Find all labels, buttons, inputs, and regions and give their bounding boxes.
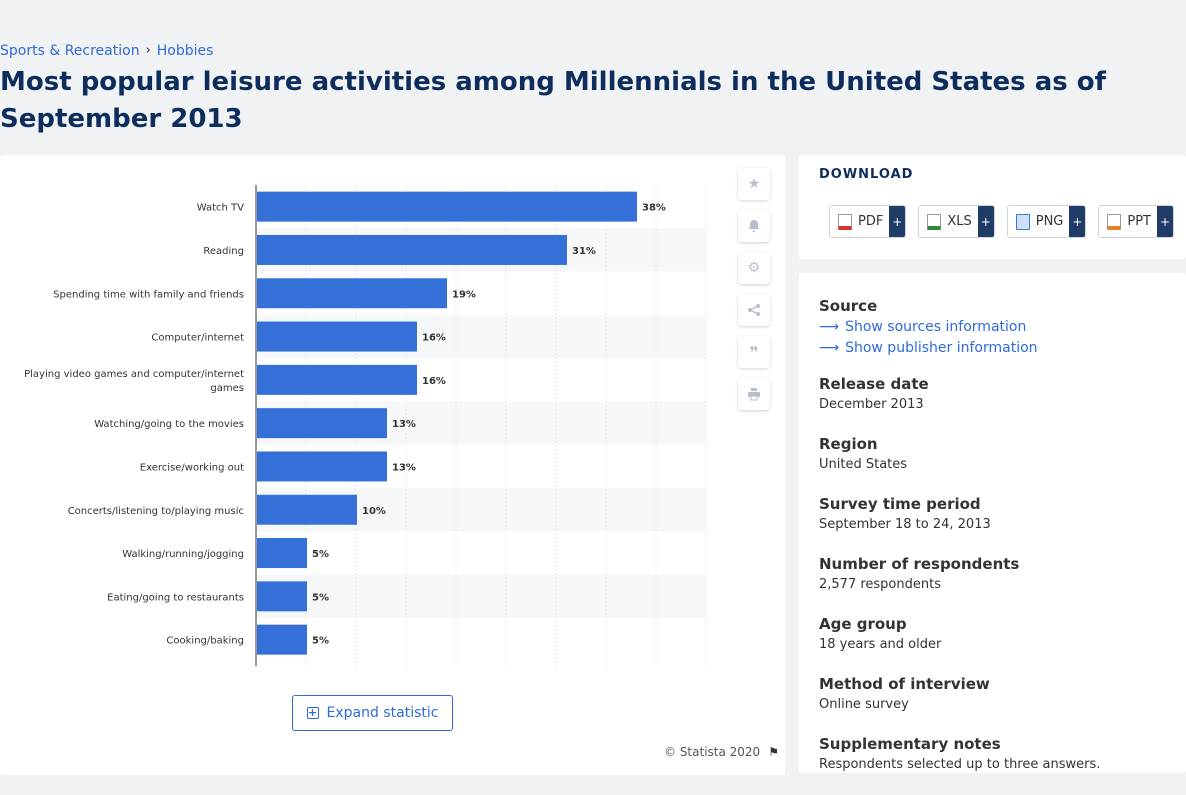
data-label: 38% — [642, 203, 666, 214]
data-label: 5% — [312, 549, 329, 560]
breadcrumb-link-hobbies[interactable]: Hobbies — [156, 43, 214, 59]
release-date-heading: Release date — [819, 375, 929, 393]
bar — [257, 364, 417, 395]
png-file-icon — [1015, 213, 1030, 230]
category-label: Watching/going to the movies — [94, 419, 244, 430]
category-label: Playing video games and computer/interne… — [24, 369, 244, 380]
download-pdf-plus[interactable]: + — [889, 206, 906, 237]
category-label: Exercise/working out — [140, 462, 244, 473]
category-label: Watch TV — [197, 203, 244, 214]
download-xls-label: XLS — [947, 214, 972, 229]
category-label: Concerts/listening to/playing music — [68, 506, 244, 517]
data-label: 19% — [452, 289, 476, 300]
notes-heading: Supplementary notes — [819, 735, 1001, 753]
gear-icon[interactable]: ⚙ — [738, 252, 770, 284]
region-value: United States — [819, 457, 908, 472]
breadcrumb-separator: › — [145, 43, 151, 58]
bar — [257, 624, 307, 655]
category-label: Reading — [203, 246, 244, 257]
survey-period-value: September 18 to 24, 2013 — [819, 517, 991, 532]
data-label: 13% — [392, 419, 416, 430]
copyright: © Statista 2020 ⚑ — [664, 745, 779, 759]
bar — [257, 191, 637, 222]
age-group-heading: Age group — [819, 615, 907, 633]
expand-label: Expand statistic — [326, 705, 439, 721]
region-heading: Region — [819, 435, 878, 453]
show-sources-label: Show sources information — [845, 319, 1027, 335]
show-sources-link[interactable]: ⟶ Show sources information — [819, 319, 1179, 335]
ppt-file-icon — [1107, 213, 1122, 230]
bar — [257, 278, 447, 309]
breadcrumb: Sports & Recreation › Hobbies — [0, 43, 213, 59]
expand-icon: + — [306, 706, 319, 719]
category-label: Computer/internet — [151, 333, 244, 344]
bar-chart: 38% Watch TV 31% Reading 19% Spending time wi… — [24, 185, 707, 667]
bar — [257, 581, 307, 612]
copyright-text: © Statista 2020 — [664, 745, 761, 759]
share-icon[interactable] — [738, 294, 770, 326]
notes-value: Respondents selected up to three answers… — [819, 757, 1101, 772]
page-title: Most popular leisure activities among Mi… — [0, 67, 1106, 134]
download-xls-plus[interactable]: + — [977, 206, 994, 237]
category-label: Walking/running/jogging — [122, 549, 244, 560]
breadcrumb-link-sports[interactable]: Sports & Recreation — [0, 43, 140, 59]
data-label: 31% — [572, 246, 596, 257]
method-heading: Method of interview — [819, 675, 990, 693]
statistic-info: Source ⟶ Show sources information ⟶ Show… — [819, 297, 1179, 795]
bar — [257, 408, 387, 439]
category-label: Cooking/baking — [166, 636, 244, 647]
statistic-info-card: Source ⟶ Show sources information ⟶ Show… — [799, 273, 1186, 773]
flag-icon[interactable]: ⚑ — [768, 745, 779, 759]
quote-icon[interactable]: ❞ — [738, 336, 770, 368]
data-label: 5% — [312, 592, 329, 603]
bar — [257, 451, 387, 482]
chart-card: 38% Watch TV 31% Reading 19% Spending time wi… — [0, 155, 785, 775]
download-title: DOWNLOAD — [819, 167, 914, 182]
category-label: games — [210, 383, 244, 394]
age-group-value: 18 years and older — [819, 637, 942, 652]
bar — [257, 321, 417, 352]
data-label: 13% — [392, 462, 416, 473]
download-xls-button[interactable]: XLS + — [918, 205, 995, 238]
xls-file-icon — [927, 213, 942, 230]
method-value: Online survey — [819, 697, 909, 712]
arrow-right-icon: ⟶ — [819, 319, 840, 335]
star-icon[interactable]: ★ — [738, 168, 770, 200]
pdf-file-icon — [838, 213, 852, 230]
download-png-label: PNG — [1035, 214, 1064, 229]
download-png-plus[interactable]: + — [1069, 206, 1086, 237]
source-heading: Source — [819, 297, 878, 315]
chart-toolbar: ★ ⚙ ❞ — [738, 168, 770, 410]
download-pdf-button[interactable]: PDF + — [829, 205, 907, 238]
category-label: Spending time with family and friends — [53, 289, 244, 300]
bar — [257, 234, 567, 265]
download-ppt-plus[interactable]: + — [1157, 206, 1173, 237]
show-publisher-link[interactable]: ⟶ Show publisher information — [819, 340, 1179, 356]
print-icon[interactable] — [738, 378, 770, 410]
survey-period-heading: Survey time period — [819, 495, 981, 513]
show-publisher-label: Show publisher information — [845, 340, 1038, 356]
download-card: DOWNLOAD PDF + XLS + PNG + PPT + — [799, 155, 1186, 259]
download-png-button[interactable]: PNG + — [1006, 205, 1087, 238]
expand-statistic-button[interactable]: + Expand statistic — [292, 695, 453, 731]
data-label: 16% — [422, 333, 446, 344]
download-pdf-label: PDF — [858, 214, 884, 229]
download-ppt-label: PPT — [1127, 214, 1151, 229]
download-buttons: PDF + XLS + PNG + PPT + — [829, 205, 1174, 238]
category-label: Eating/going to restaurants — [107, 592, 244, 603]
release-date-value: December 2013 — [819, 397, 924, 412]
row-band — [256, 574, 706, 618]
respondents-value: 2,577 respondents — [819, 577, 941, 592]
data-label: 16% — [422, 376, 446, 387]
bell-icon[interactable] — [738, 210, 770, 242]
data-label: 10% — [362, 506, 386, 517]
respondents-heading: Number of respondents — [819, 555, 1020, 573]
arrow-right-icon: ⟶ — [819, 340, 840, 356]
data-label: 5% — [312, 636, 329, 647]
bar — [257, 494, 357, 525]
download-ppt-button[interactable]: PPT + — [1098, 205, 1174, 238]
bar — [257, 538, 307, 569]
